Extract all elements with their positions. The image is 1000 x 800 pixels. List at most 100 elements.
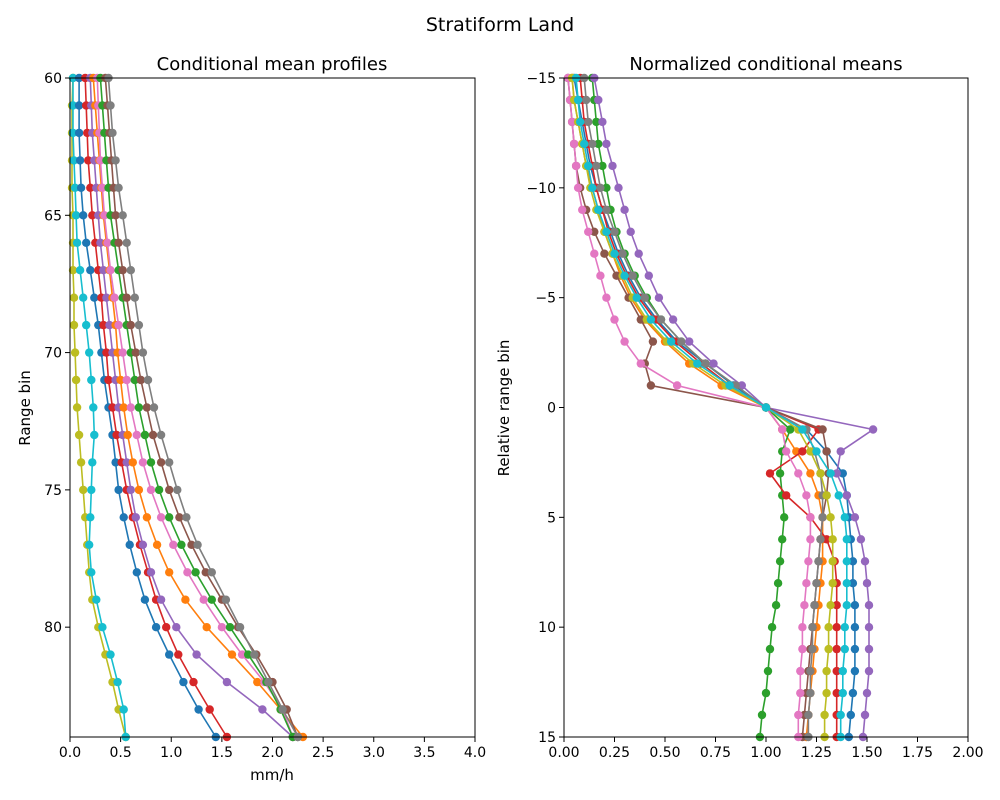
right-point-2-18: [775, 469, 785, 478]
left-point-8-7: [118, 266, 127, 275]
left-chart-title: Conditional mean profiles: [157, 54, 388, 75]
right-point-7-28: [806, 688, 815, 698]
right-point-1-18: [806, 469, 815, 478]
left-ytick-label-3: 75: [44, 483, 62, 499]
right-point-6-10: [602, 293, 611, 302]
right-point-9-26: [840, 644, 849, 654]
right-point-4-23: [862, 579, 872, 588]
right-point-4-24: [864, 601, 874, 610]
left-point-0-15: [79, 485, 88, 495]
right-point-9-2: [576, 117, 585, 127]
right-point-4-8: [634, 249, 643, 258]
left-point-4-23: [258, 705, 267, 714]
left-point-3-22: [189, 677, 198, 687]
right-point-6-28: [796, 688, 805, 698]
left-point-6-14: [138, 458, 148, 467]
left-point-4-17: [138, 540, 148, 549]
right-point-7-26: [808, 644, 817, 654]
left-point-6-5: [100, 211, 109, 220]
right-xtick-label-3: 0.75: [700, 745, 731, 761]
left-point-1-3: [69, 156, 79, 165]
right-point-9-14: [725, 381, 734, 390]
left-point-1-9: [82, 320, 91, 330]
right-point-9-27: [838, 666, 847, 676]
left-point-5-19: [181, 595, 190, 604]
left-point-4-14: [122, 458, 131, 467]
left-point-7-18: [191, 568, 200, 577]
left-point-9-16: [182, 513, 191, 522]
left-point-6-7: [106, 266, 115, 275]
right-point-9-10: [632, 293, 641, 302]
right-point-7-6: [602, 205, 611, 214]
right-point-7-25: [808, 623, 817, 632]
left-point-2-17: [125, 540, 134, 549]
right-point-6-25: [798, 623, 807, 632]
left-point-5-21: [227, 650, 237, 659]
left-point-1-21: [106, 650, 115, 659]
left-point-6-19: [199, 595, 208, 604]
right-point-7-3: [588, 139, 597, 149]
right-point-4-9: [644, 271, 653, 280]
left-point-9-13: [156, 430, 166, 440]
right-series-line-3: [579, 77, 838, 737]
right-point-7-21: [816, 535, 825, 544]
left-point-8-8: [122, 293, 131, 302]
right-point-6-18: [794, 469, 803, 478]
left-point-2-5: [79, 211, 88, 220]
right-point-7-27: [806, 666, 815, 676]
left-point-6-12: [126, 403, 135, 412]
right-point-9-7: [602, 227, 611, 236]
right-point-2-16: [786, 425, 795, 434]
left-point-8-9: [126, 320, 135, 330]
right-point-8-27: [822, 666, 831, 676]
left-point-6-6: [103, 238, 112, 247]
left-point-9-9: [134, 320, 144, 330]
left-point-6-11: [122, 375, 131, 385]
left-point-3-3: [84, 156, 93, 165]
right-point-2-4: [598, 161, 607, 171]
right-series-line-1: [571, 77, 824, 738]
left-point-4-15: [126, 485, 135, 495]
left-point-1-22: [113, 677, 122, 687]
right-ytick-label-0: −15: [526, 71, 556, 87]
right-point-9-13: [693, 359, 702, 368]
right-point-7-2: [584, 117, 593, 127]
right-point-6-19: [802, 491, 811, 500]
right-point-9-20: [840, 513, 849, 522]
right-series-line-7: [583, 77, 824, 737]
right-xtick-label-5: 1.25: [801, 745, 832, 761]
left-point-1-12: [89, 403, 98, 412]
left-point-0-12: [72, 403, 82, 412]
left-point-2-23: [194, 705, 203, 714]
right-point-2-26: [765, 644, 775, 654]
left-xtick-label-1: 0.5: [109, 745, 131, 761]
right-series-line-9: [575, 77, 848, 737]
right-point-4-12: [685, 337, 694, 346]
right-point-7-11: [656, 315, 666, 324]
left-point-8-12: [142, 403, 152, 412]
right-point-0-23: [848, 579, 858, 588]
left-point-8-14: [156, 458, 166, 467]
right-point-9-17: [812, 447, 821, 456]
right-ytick-label-1: −10: [526, 181, 556, 197]
left-point-3-20: [162, 623, 171, 632]
right-point-7-4: [592, 161, 601, 171]
left-point-7-15: [154, 485, 164, 495]
left-point-9-11: [143, 375, 153, 385]
left-xtick-label-8: 4.0: [464, 745, 486, 761]
left-point-6-16: [156, 513, 166, 522]
left-point-8-17: [187, 540, 196, 549]
left-point-9-17: [193, 540, 202, 549]
left-point-1-16: [86, 513, 95, 522]
left-chart-xlabel: mm/h: [250, 766, 294, 784]
left-point-0-14: [76, 458, 86, 467]
left-point-2-3: [75, 156, 85, 165]
right-xtick-label-4: 1.00: [750, 745, 781, 761]
left-point-1-7: [75, 266, 85, 275]
left-point-6-18: [183, 568, 192, 577]
right-ytick-label-2: −5: [535, 291, 556, 307]
left-point-8-10: [131, 348, 140, 357]
left-point-3-13: [112, 430, 121, 440]
left-point-1-14: [88, 458, 97, 467]
